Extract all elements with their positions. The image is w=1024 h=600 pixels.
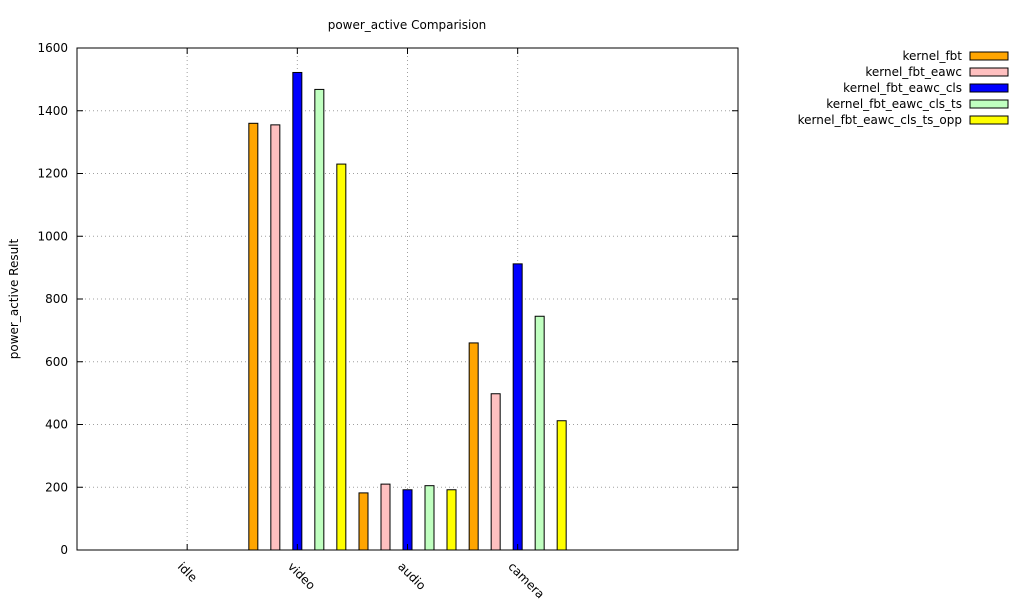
bars [248,71,567,551]
bar-kernel_fbt_eawc_cls-camera [512,263,523,551]
bar-kernel_fbt_eawc_cls_ts_opp-audio [446,489,457,551]
legend-label: kernel_fbt_eawc [865,65,962,79]
bar-kernel_fbt_eawc-audio [380,483,391,551]
legend: kernel_fbt kernel_fbt_eawc kernel_fbt_eawc… [798,49,1009,127]
x-tick-label: camera [505,559,547,600]
bar-kernel_fbt-audio [358,492,369,551]
grid-lines [77,48,738,550]
y-tick-label: 1000 [37,229,68,243]
legend-label: kernel_fbt_eawc_cls [843,81,962,95]
bar-kernel_fbt-camera [468,342,479,551]
legend-label: kernel_fbt_eawc_cls_ts_opp [798,113,962,127]
y-axis-label: power_active Result [7,238,21,359]
bar-kernel_fbt_eawc-video [270,124,281,551]
bar-kernel_fbt_eawc_cls_ts_opp-video [336,163,347,551]
plot-frame [76,47,739,551]
chart-title: power_active Comparision [328,18,487,32]
legend-swatch [969,83,1009,93]
legend-swatch [969,115,1009,125]
bar-kernel_fbt_eawc_cls_ts-audio [424,485,435,551]
bar-kernel_fbt_eawc_cls_ts_opp-camera [556,420,567,551]
x-tick-label: audio [395,559,428,592]
y-tick-label: 1200 [37,167,68,181]
bar-kernel_fbt_eawc_cls-video [292,71,303,551]
y-tick-label: 1600 [37,41,68,55]
bar-kernel_fbt_eawc_cls_ts-camera [534,315,545,551]
y-tick-label: 600 [45,355,68,369]
legend-label: kernel_fbt_eawc_cls_ts [826,97,962,111]
bar-kernel_fbt_eawc_cls-audio [402,489,413,551]
legend-swatch [969,99,1009,109]
x-tick-label: video [285,559,318,592]
y-tick-label: 1400 [37,104,68,118]
bar-kernel_fbt_eawc_cls_ts-video [314,88,325,551]
legend-label: kernel_fbt [903,49,963,63]
x-tick-label: idle [175,559,200,584]
y-tick-label: 400 [45,418,68,432]
y-tick-label: 200 [45,480,68,494]
bar-kernel_fbt_eawc-camera [490,393,501,551]
y-tick-label: 800 [45,292,68,306]
legend-swatch [969,51,1009,61]
legend-swatch [969,67,1009,77]
y-tick-label: 0 [60,543,68,557]
bar-kernel_fbt-video [248,122,259,551]
